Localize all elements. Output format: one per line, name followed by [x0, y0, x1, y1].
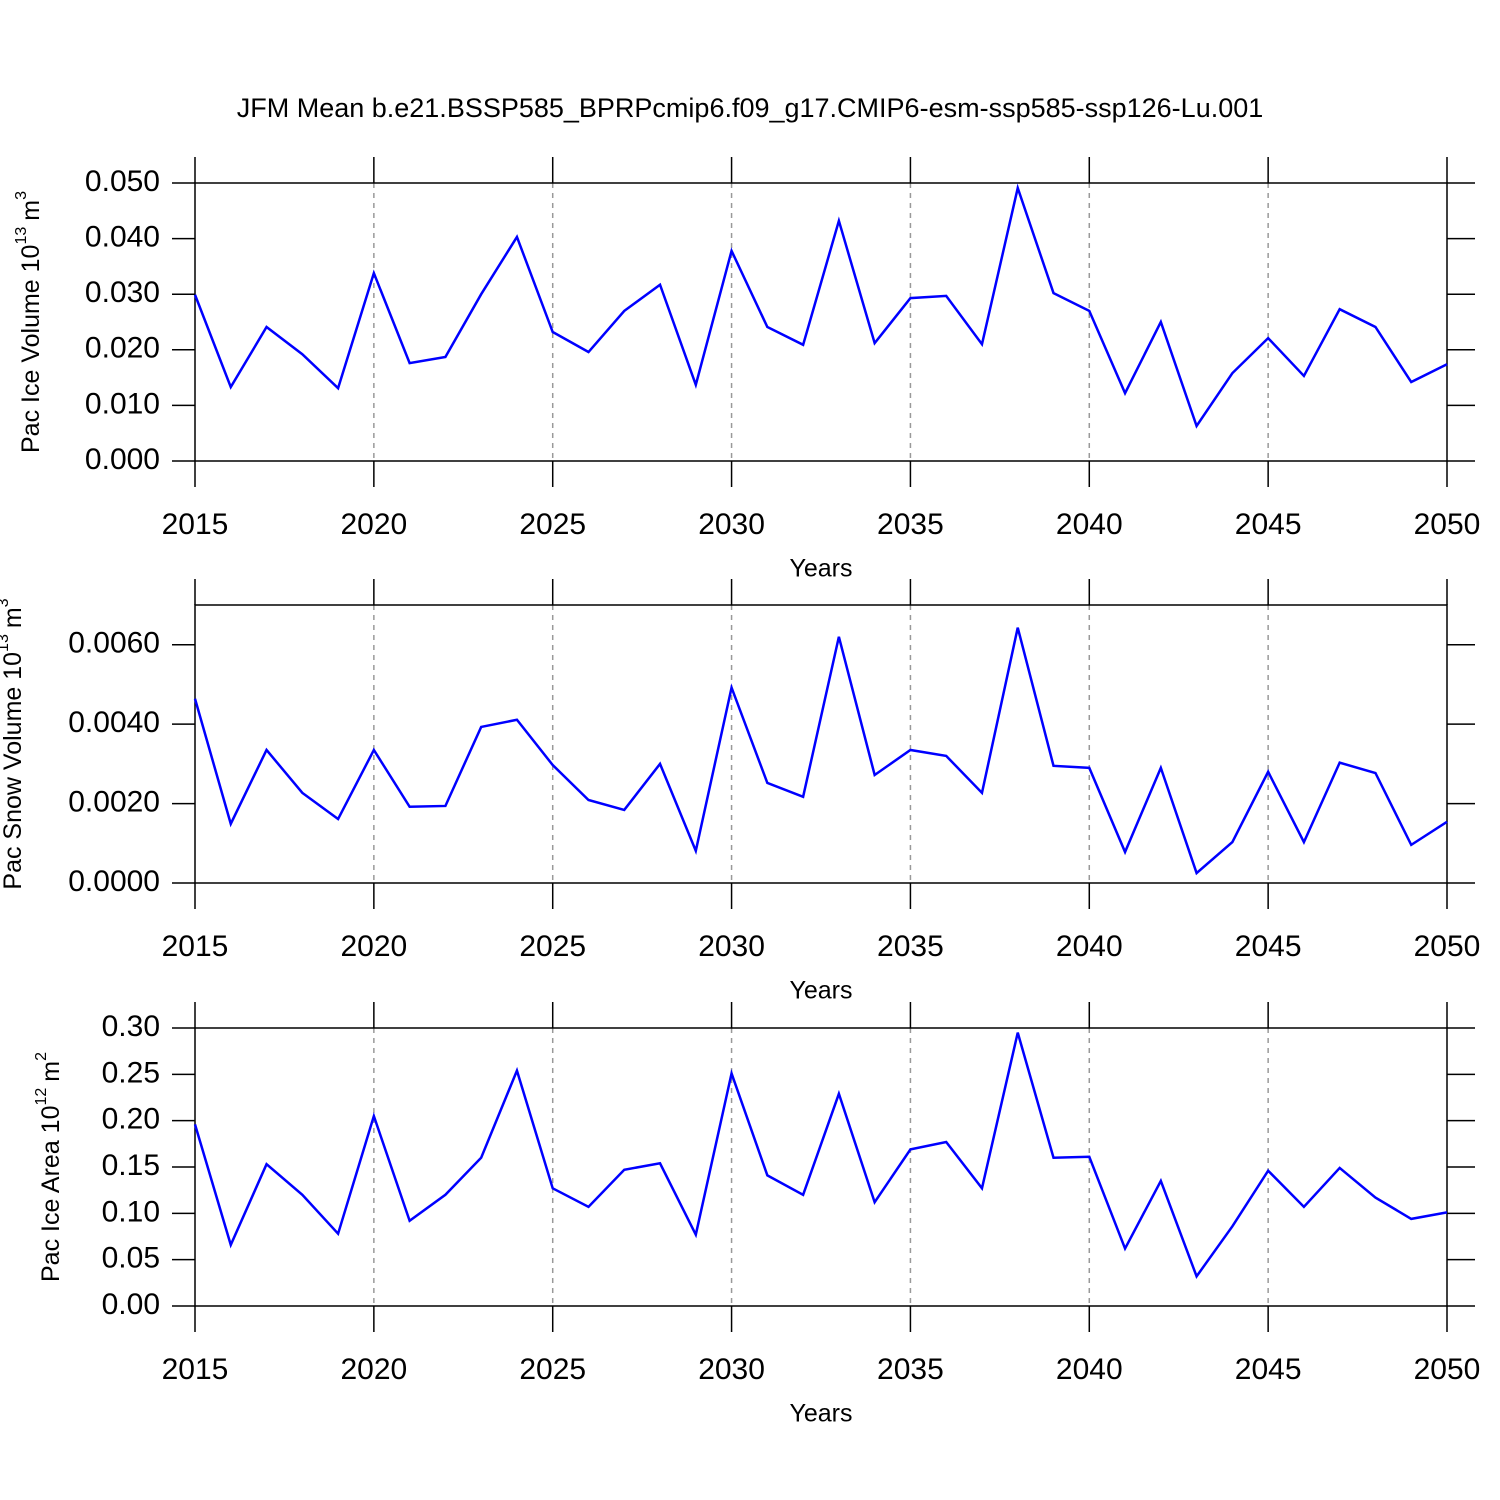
x-axis-label: Years [789, 1400, 852, 1428]
y-tick-label: 0.0000 [68, 865, 160, 898]
y-tick-label: 0.0020 [68, 785, 160, 818]
y-label-exp: 3 [0, 598, 12, 607]
x-tick-label: 2030 [698, 508, 765, 541]
y-tick-label: 0.020 [85, 332, 160, 365]
y-tick-label: 0.05 [102, 1242, 160, 1275]
y-label-unit: m [0, 607, 27, 628]
x-tick-label: 2035 [877, 508, 944, 541]
x-tick-label: 2030 [698, 930, 765, 963]
x-axis-label: Years [789, 977, 852, 1005]
y-tick-label: 0.25 [102, 1056, 160, 1089]
x-tick-label: 2045 [1235, 930, 1302, 963]
x-tick-label: 2050 [1414, 930, 1481, 963]
y-label-text: Pac Ice Area 10 [37, 1106, 65, 1283]
y-label-exp: 13 [0, 634, 12, 652]
y-axis-label: Pac Ice Area 1012 m2 [33, 1052, 64, 1282]
y-tick-label: 0.050 [85, 165, 160, 198]
y-tick-label: 0.10 [102, 1195, 160, 1228]
y-tick-label: 0.00 [102, 1288, 160, 1321]
x-tick-label: 2050 [1414, 508, 1481, 541]
x-tick-label: 2015 [162, 930, 229, 963]
y-label-unit: m [17, 200, 45, 221]
x-tick-label: 2015 [162, 1353, 229, 1386]
x-tick-label: 2020 [340, 508, 407, 541]
x-tick-label: 2040 [1056, 1353, 1123, 1386]
y-tick-label: 0.0060 [68, 627, 160, 660]
chart-title: JFM Mean b.e21.BSSP585_BPRPcmip6.f09_g17… [237, 93, 1264, 123]
data-line [193, 627, 1448, 876]
data-line [193, 183, 1448, 429]
y-label-exp: 13 [13, 227, 30, 245]
y-tick-label: 0.0040 [68, 706, 160, 739]
x-tick-label: 2050 [1414, 1353, 1481, 1386]
y-tick-label: 0.040 [85, 221, 160, 254]
y-axis-label: Pac Snow Volume 1013 m3 [0, 598, 27, 889]
y-label-text: Pac Ice Volume 10 [17, 245, 45, 453]
y-tick-label: 0.15 [102, 1149, 160, 1182]
x-tick-label: 2045 [1235, 1353, 1302, 1386]
x-tick-label: 2035 [877, 930, 944, 963]
y-tick-label: 0.20 [102, 1103, 160, 1136]
x-tick-label: 2040 [1056, 930, 1123, 963]
x-tick-label: 2030 [698, 1353, 765, 1386]
data-line [193, 1032, 1448, 1279]
x-axis-label: Years [789, 555, 852, 583]
x-tick-label: 2045 [1235, 508, 1302, 541]
plot-frame [194, 1027, 1448, 1307]
y-axis-label: Pac Ice Volume 1013 m3 [13, 191, 44, 453]
plot-frame [194, 604, 1448, 884]
y-label-exp: 2 [33, 1052, 50, 1061]
y-tick-label: 0.030 [85, 276, 160, 309]
x-tick-label: 2020 [340, 930, 407, 963]
y-label-exp: 12 [33, 1088, 50, 1106]
x-tick-label: 2015 [162, 508, 229, 541]
x-tick-label: 2020 [340, 1353, 407, 1386]
y-label-unit: m [37, 1061, 65, 1082]
x-tick-label: 2040 [1056, 508, 1123, 541]
y-tick-label: 0.30 [102, 1010, 160, 1043]
x-tick-label: 2025 [519, 1353, 586, 1386]
y-tick-label: 0.010 [85, 387, 160, 420]
x-tick-label: 2025 [519, 930, 586, 963]
y-label-exp: 3 [13, 191, 30, 200]
x-tick-label: 2025 [519, 508, 586, 541]
x-tick-label: 2035 [877, 1353, 944, 1386]
y-tick-label: 0.000 [85, 443, 160, 476]
plot-frame [194, 182, 1448, 462]
y-label-text: Pac Snow Volume 10 [0, 652, 27, 890]
